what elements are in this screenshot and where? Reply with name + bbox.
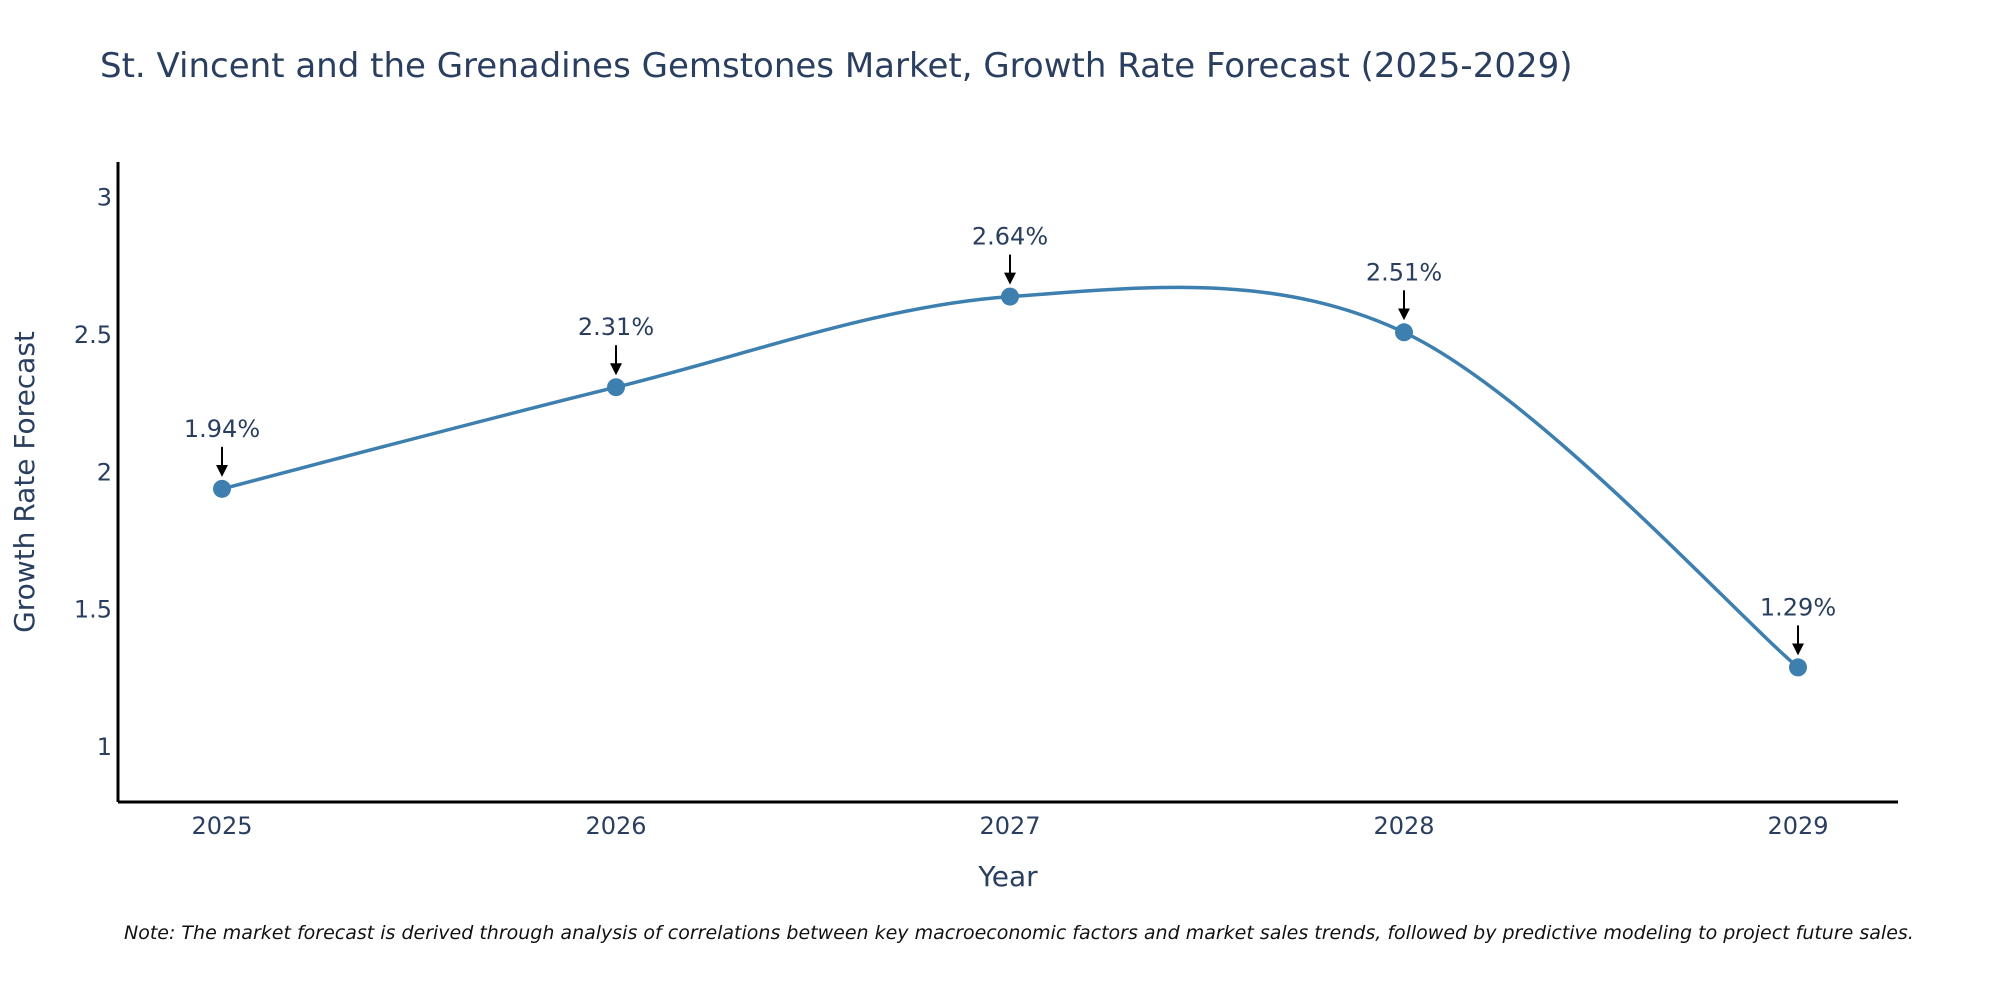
y-axis-ticks: 1 1.5 2 2.5 3 [74,184,112,761]
chart-title: St. Vincent and the Grenadines Gemstones… [100,46,1573,86]
y-axis-title: Growth Rate Forecast [8,331,41,633]
chart-note: Note: The market forecast is derived thr… [124,922,1914,944]
data-point [213,479,231,498]
y-tick-label: 1 [97,733,112,761]
y-tick-label: 2.5 [74,321,112,349]
data-label: 2.51% [1366,258,1442,286]
data-annotations: 1.94% 2.31% 2.64% 2.51% 1.29% [184,223,1836,656]
x-tick-label: 2027 [979,812,1040,840]
y-tick-label: 3 [97,184,112,212]
series-line [221,285,1800,669]
data-label: 2.64% [972,223,1048,251]
y-tick-label: 2 [97,458,112,486]
data-point [1789,658,1807,677]
x-axis-ticks: 2025 2026 2027 2028 2029 [191,812,1828,840]
data-point [1395,323,1413,342]
y-tick-label: 1.5 [74,596,112,624]
x-tick-label: 2026 [585,812,646,840]
x-tick-label: 2025 [191,812,252,840]
data-label: 1.94% [184,415,260,443]
x-tick-label: 2028 [1373,812,1434,840]
data-point [1001,287,1019,306]
data-point [607,378,625,397]
data-label: 2.31% [578,313,654,341]
data-points [213,287,1807,677]
x-tick-label: 2029 [1767,812,1828,840]
data-label: 1.29% [1760,593,1836,621]
x-axis-title: Year [977,860,1038,893]
